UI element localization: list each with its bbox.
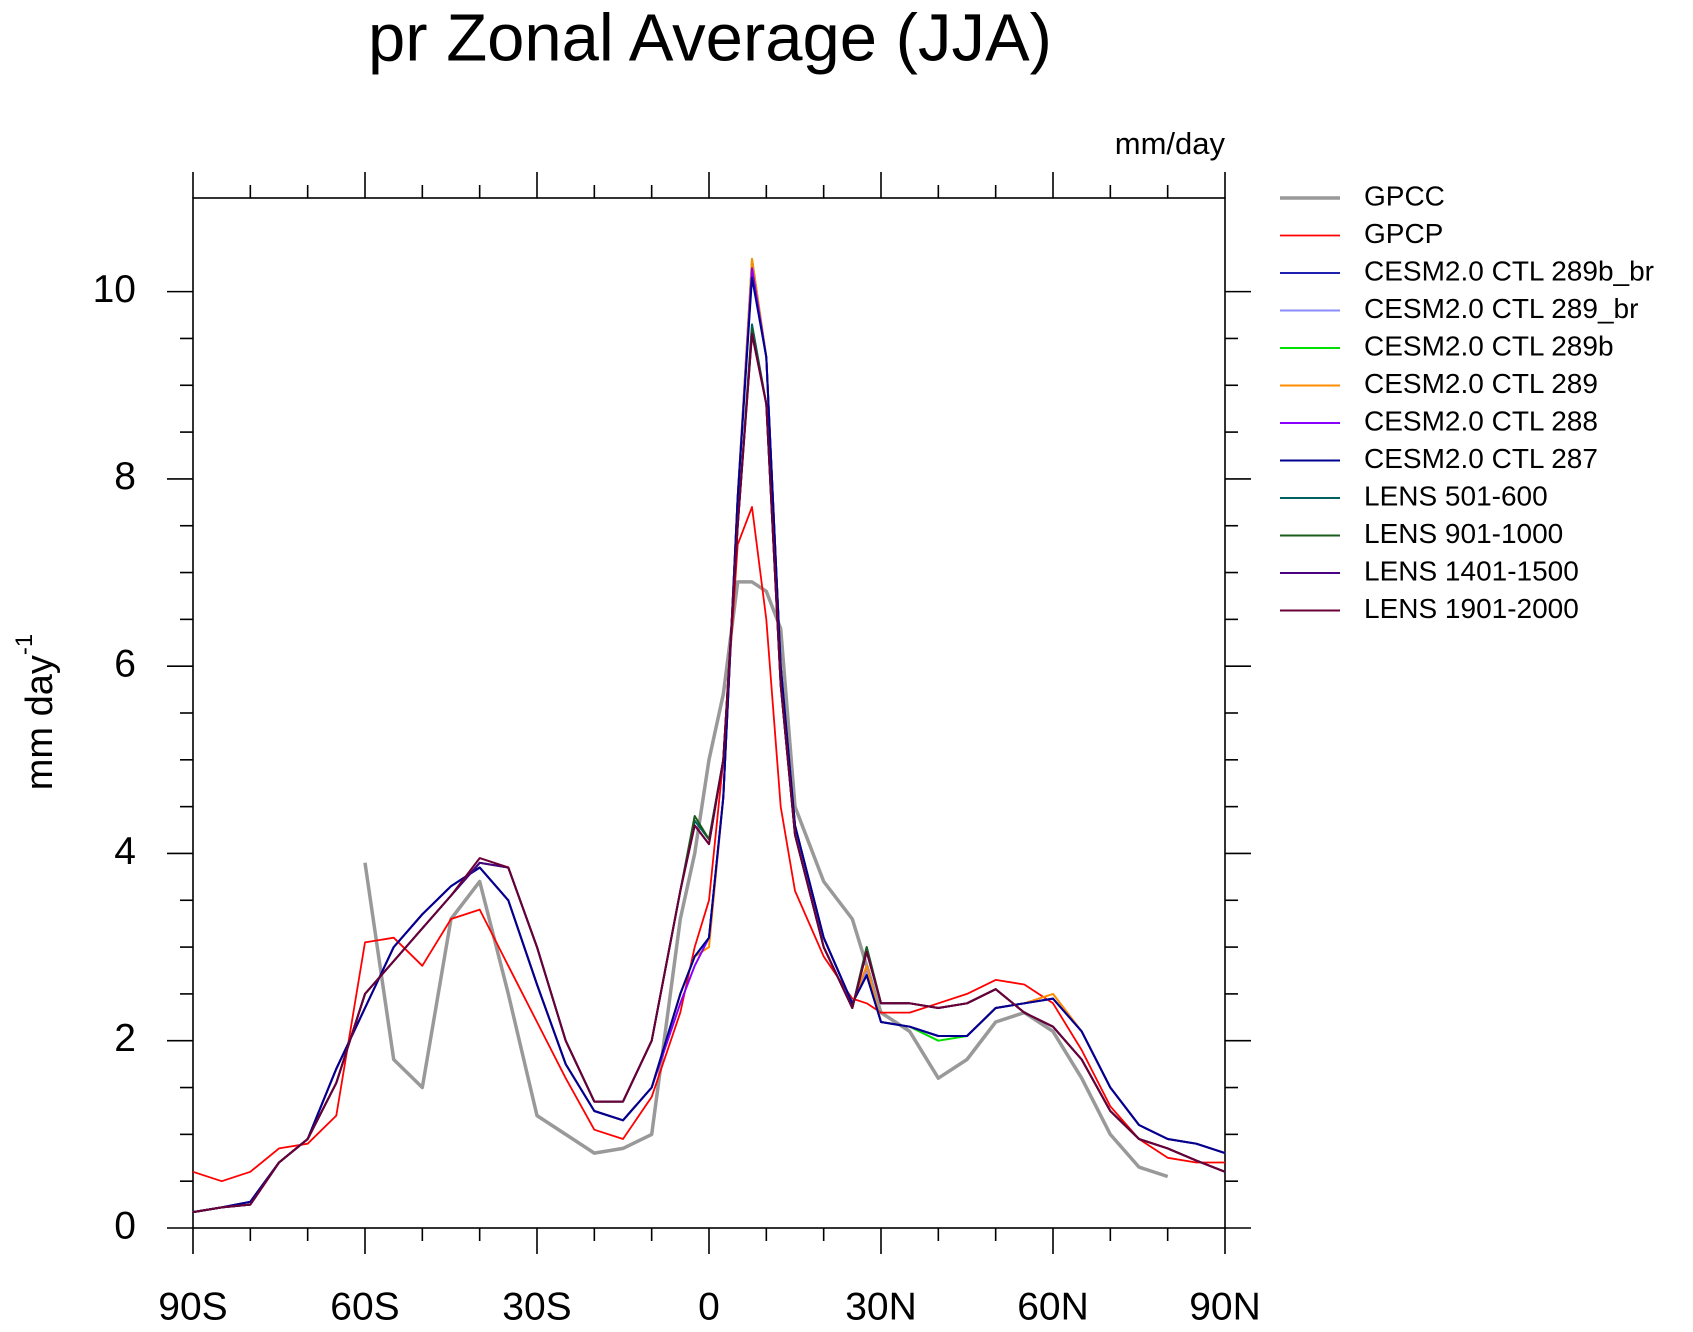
- legend-label: CESM2.0 CTL 289: [1364, 368, 1598, 399]
- x-tick-label: 30N: [845, 1285, 917, 1328]
- data-line: [192, 257, 1226, 1214]
- data-line: [192, 257, 1226, 1214]
- legend-label: LENS 1401-1500: [1364, 555, 1579, 586]
- data-line: [192, 332, 1226, 1214]
- data-line: [192, 276, 1226, 1214]
- legend-label: GPCP: [1364, 218, 1443, 249]
- data-line: [363, 580, 1169, 1179]
- data-line: [192, 271, 1226, 1214]
- legend-label: LENS 501-600: [1364, 480, 1548, 511]
- legend-label: CESM2.0 CTL 289b: [1364, 330, 1614, 361]
- legend-label: CESM2.0 CTL 287: [1364, 443, 1598, 474]
- data-line: [192, 332, 1226, 1214]
- x-tick-label: 90N: [1189, 1285, 1261, 1328]
- x-tick-label: 90S: [158, 1285, 227, 1328]
- data-line: [192, 267, 1226, 1214]
- y-tick-label: 8: [114, 455, 136, 498]
- legend-label: LENS 901-1000: [1364, 518, 1563, 549]
- legend-label: CESM2.0 CTL 289b_br: [1364, 255, 1654, 286]
- y-axis-label-sup: -1: [11, 634, 38, 655]
- x-tick-label: 60N: [1017, 1285, 1089, 1328]
- y-tick-label: 0: [114, 1204, 136, 1247]
- x-tick-label: 60S: [330, 1285, 399, 1328]
- y-axis-label: mm day-1: [11, 634, 61, 790]
- y-tick-label: 10: [93, 268, 136, 311]
- y-tick-label: 2: [114, 1017, 136, 1060]
- units-label: mm/day: [1115, 126, 1226, 161]
- legend-label: CESM2.0 CTL 288: [1364, 405, 1598, 436]
- y-tick-label: 4: [114, 830, 136, 873]
- chart-title: pr Zonal Average (JJA): [368, 1, 1052, 76]
- legend-label: GPCC: [1364, 180, 1445, 211]
- x-tick-label: 30S: [502, 1285, 571, 1328]
- y-axis-label-text: mm day: [19, 655, 61, 790]
- data-line: [192, 262, 1226, 1214]
- plot-frame: [192, 197, 1226, 1229]
- legend-label: CESM2.0 CTL 289_br: [1364, 293, 1638, 324]
- y-tick-label: 6: [114, 642, 136, 685]
- legend-label: LENS 1901-2000: [1364, 593, 1579, 624]
- x-tick-label: 0: [698, 1285, 720, 1328]
